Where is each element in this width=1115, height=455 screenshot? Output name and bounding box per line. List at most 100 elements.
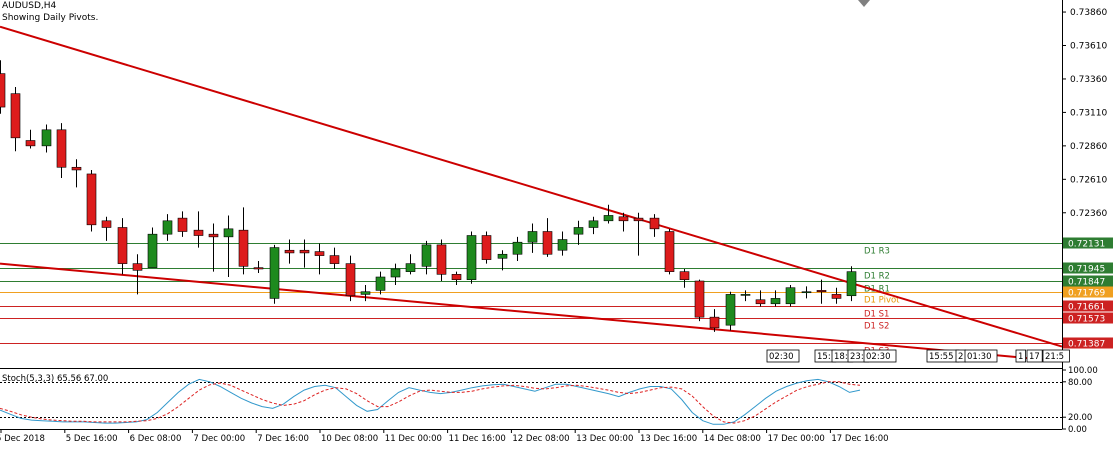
candle-body bbox=[101, 220, 112, 228]
time-tick-label: 6 Dec 08:00 bbox=[130, 434, 182, 444]
pivot-price-box bbox=[1063, 237, 1113, 249]
time-tick-label: 13 Dec 16:00 bbox=[640, 434, 697, 444]
stoch-tick-label: 0.00 bbox=[1068, 425, 1087, 435]
candle-body bbox=[329, 255, 340, 264]
price-tick-label: 0.72610 bbox=[1070, 175, 1107, 185]
time-tick-label: 13 Dec 00:00 bbox=[576, 434, 633, 444]
time-tick-label: 17 Dec 00:00 bbox=[768, 434, 825, 444]
trendline bbox=[0, 25, 1063, 348]
pivot-label: D1 S1 bbox=[864, 310, 889, 320]
time-tick-label: 17 Dec 16:00 bbox=[831, 434, 888, 444]
candle-body bbox=[801, 291, 812, 294]
pivot-price-box bbox=[1063, 275, 1113, 287]
price-tick-label: 0.73610 bbox=[1070, 41, 1107, 51]
session-box bbox=[964, 349, 998, 363]
candle-body bbox=[740, 294, 751, 296]
candle-body bbox=[299, 249, 310, 254]
candle-body bbox=[527, 231, 538, 243]
stochastic-label: Stoch(5,3,3) 65.56 67.00 bbox=[2, 374, 108, 384]
stoch-tick-label: 100.00 bbox=[1068, 366, 1098, 376]
candle-body bbox=[649, 217, 660, 230]
session-label: 21:5 bbox=[1045, 352, 1064, 362]
candle-body bbox=[253, 267, 264, 270]
candle-body bbox=[451, 274, 462, 280]
price-tick-label: 0.73860 bbox=[1070, 8, 1107, 18]
candle-body bbox=[436, 244, 447, 275]
session-label: 1 bbox=[1018, 352, 1023, 362]
pivot-label: D1 R3 bbox=[864, 247, 890, 257]
candle-body bbox=[770, 298, 781, 305]
price-tick-label: 0.73110 bbox=[1070, 108, 1107, 118]
time-tick-label: 14 Dec 08:00 bbox=[704, 434, 761, 444]
symbol-timeframe-label: AUDUSD,H4 bbox=[2, 1, 57, 11]
candle-body bbox=[117, 227, 128, 264]
candle-body bbox=[755, 299, 766, 305]
session-box bbox=[863, 349, 897, 363]
candle-body bbox=[588, 220, 599, 228]
pivot-price-label: 0.71945 bbox=[1068, 265, 1105, 275]
pivot-price-box bbox=[1063, 262, 1113, 274]
session-label: 02:30 bbox=[866, 352, 891, 362]
pivot-price-box bbox=[1063, 312, 1113, 324]
candle-body bbox=[512, 241, 523, 255]
candle-body bbox=[481, 235, 492, 260]
session-label: 01:30 bbox=[967, 352, 992, 362]
pivot-label: D1 Pivot bbox=[864, 296, 900, 306]
candle-body bbox=[421, 244, 432, 267]
candle-body bbox=[162, 220, 173, 235]
candle-body bbox=[618, 216, 629, 222]
candle-body bbox=[785, 287, 796, 305]
pivot-label: D1 R2 bbox=[864, 272, 890, 282]
candle-body bbox=[709, 316, 720, 329]
time-tick-label: 11 Dec 16:00 bbox=[449, 434, 506, 444]
candle-body bbox=[375, 276, 386, 291]
candle-body bbox=[694, 280, 705, 318]
candle-body bbox=[86, 173, 97, 226]
pivot-price-box bbox=[1063, 286, 1113, 298]
candle-body bbox=[71, 166, 82, 171]
session-label: 15:55 bbox=[929, 352, 954, 362]
session-label: 17 bbox=[1029, 352, 1040, 362]
candle-body bbox=[10, 93, 21, 139]
session-box bbox=[1015, 349, 1027, 363]
pivot-price-label: 0.71387 bbox=[1068, 340, 1105, 350]
session-label: 23: bbox=[850, 352, 864, 362]
session-label: 02:30 bbox=[769, 352, 794, 362]
candle-body bbox=[41, 129, 52, 147]
pivot-label: D1 R1 bbox=[864, 285, 890, 295]
pivot-price-label: 0.71573 bbox=[1068, 315, 1105, 325]
session-label: 15: bbox=[817, 352, 831, 362]
candle-body bbox=[633, 217, 644, 222]
candle-body bbox=[56, 129, 67, 168]
candle-body bbox=[573, 227, 584, 235]
candle-body bbox=[345, 263, 356, 297]
candle-body bbox=[177, 217, 188, 232]
stoch-main-line bbox=[0, 378, 861, 425]
session-label: 18: bbox=[834, 352, 848, 362]
candle-body bbox=[679, 271, 690, 280]
time-tick-label: 7 Dec 16:00 bbox=[257, 434, 309, 444]
time-tick-label: 7 Dec 00:00 bbox=[193, 434, 245, 444]
candle-body bbox=[603, 215, 614, 222]
candle-body bbox=[557, 239, 568, 251]
price-tick-label: 0.73360 bbox=[1070, 75, 1107, 85]
session-box bbox=[1026, 349, 1043, 363]
pivots-subtitle: Showing Daily Pivots. bbox=[2, 13, 99, 23]
session-box bbox=[1042, 349, 1070, 363]
candle-body bbox=[314, 251, 325, 256]
candle-body bbox=[831, 294, 842, 299]
candle-body bbox=[132, 263, 143, 271]
candle-body bbox=[269, 247, 280, 299]
candles-group bbox=[0, 60, 857, 332]
candle-body bbox=[147, 233, 158, 268]
pivot-price-label: 0.72131 bbox=[1068, 240, 1105, 250]
candle-body bbox=[725, 294, 736, 326]
time-tick-label: 5 Dec 16:00 bbox=[66, 434, 118, 444]
pivot-price-label: 0.71769 bbox=[1068, 289, 1105, 299]
candle-body bbox=[208, 233, 219, 238]
stoch-tick-label: 20.00 bbox=[1068, 413, 1092, 423]
time-tick-label: 5 Dec 2018 bbox=[0, 434, 45, 444]
candle-body bbox=[405, 263, 416, 272]
